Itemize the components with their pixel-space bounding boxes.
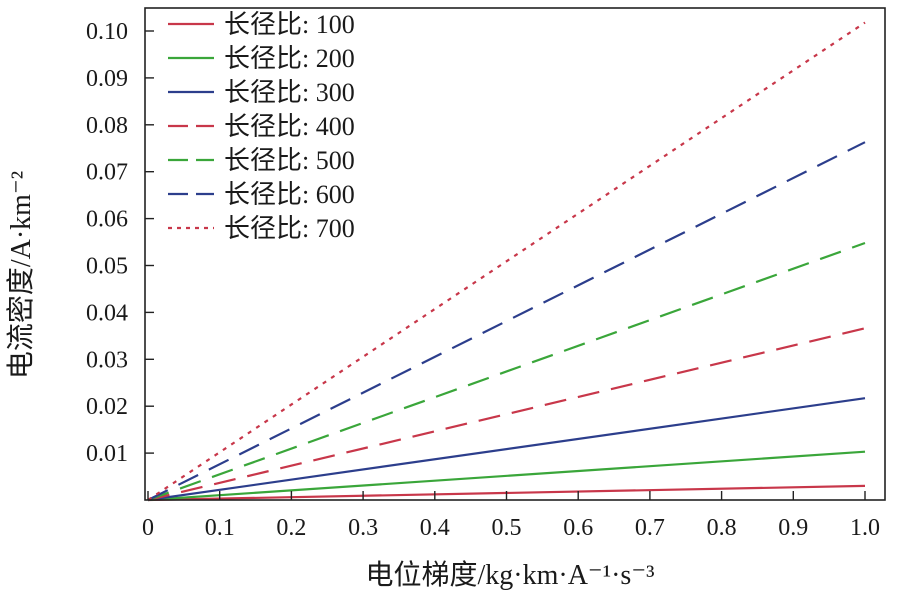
plot-frame: [144, 7, 886, 501]
y-tick-label-2: 0.03: [86, 347, 128, 373]
y-tick-label-1: 0.02: [86, 394, 128, 420]
series-line-7: [147, 21, 866, 501]
x-tick-label-8: 0.8: [707, 515, 737, 541]
series-line-6: [147, 141, 866, 501]
x-tick-label-0: 0: [142, 515, 154, 541]
y-tick-label-6: 0.07: [86, 160, 128, 186]
legend-label-5: 长径比: 500: [224, 146, 355, 175]
series-line-3: [147, 397, 866, 502]
legend-label-1: 长径比: 100: [224, 10, 355, 39]
legend-label-4: 长径比: 400: [224, 112, 355, 141]
x-tick-label-2: 0.2: [276, 515, 306, 541]
y-tick-label-0: 0.01: [86, 441, 128, 467]
legend-label-6: 长径比: 600: [224, 180, 355, 209]
legend-label-2: 长径比: 200: [224, 44, 355, 73]
plot-marks: [147, 21, 866, 502]
x-tick-label-4: 0.4: [420, 515, 450, 541]
y-tick-label-8: 0.09: [86, 66, 128, 92]
x-axis-title: 电位梯度/kg·km·A⁻¹·s⁻³: [366, 559, 655, 591]
y-axis-title: 电流密度/A·km⁻²: [5, 171, 37, 379]
x-tick-label-9: 0.9: [778, 515, 808, 541]
y-tick-label-7: 0.08: [86, 113, 128, 139]
y-tick-label-9: 0.10: [86, 19, 128, 45]
legend-label-7: 长径比: 700: [224, 214, 355, 243]
x-tick-label-6: 0.6: [563, 515, 593, 541]
x-tick-label-7: 0.7: [635, 515, 665, 541]
y-tick-label-4: 0.05: [86, 254, 128, 280]
x-tick-label-5: 0.5: [492, 515, 522, 541]
y-tick-label-3: 0.04: [86, 300, 128, 326]
legend: 长径比: 100 长径比: 200 长径比: 300 长径比: 400 长径比: 500…: [168, 10, 355, 243]
legend-label-3: 长径比: 300: [224, 78, 355, 107]
y-tick-label-5: 0.06: [86, 207, 128, 233]
x-tick-label-1: 0.1: [205, 515, 235, 541]
x-tick-label-10: 1.0: [850, 515, 880, 541]
x-tick-label-3: 0.3: [348, 515, 378, 541]
series-line-5: [147, 241, 866, 502]
series-line-4: [147, 327, 866, 502]
series-line-2: [147, 450, 866, 502]
axes: 0 0.1 0.2 0.3 0.4 0.5 0.6 0.7 0.8 0.9 1.0 0.01 0.02 0…: [86, 7, 886, 541]
